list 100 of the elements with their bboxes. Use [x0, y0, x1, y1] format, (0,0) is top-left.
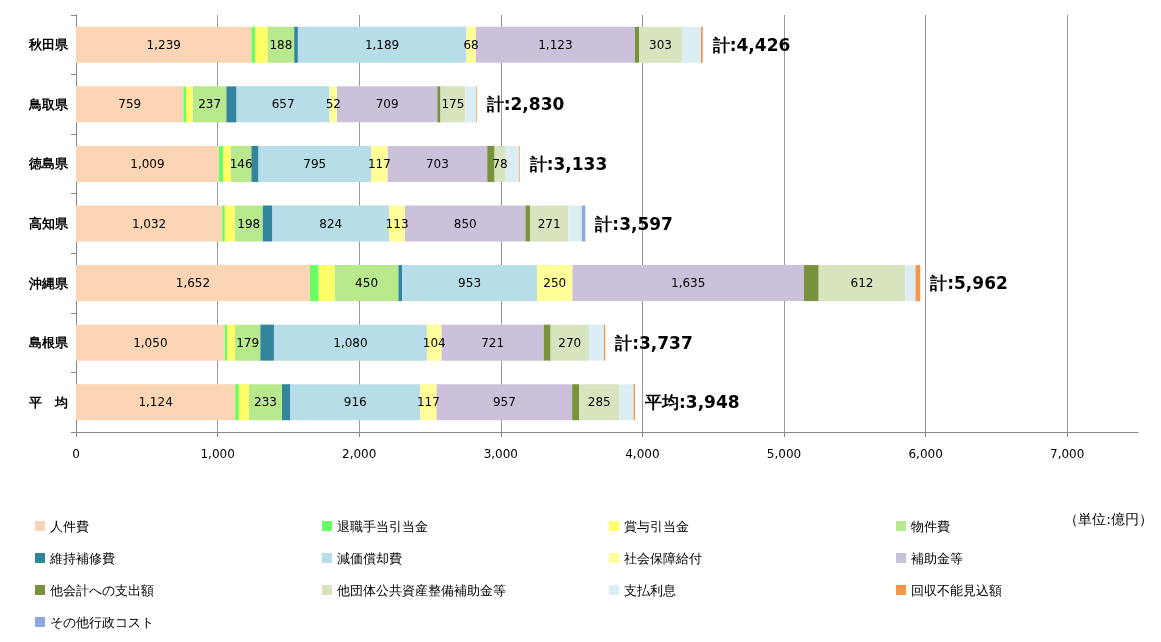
data-label: 250 [543, 276, 567, 291]
bar [334, 265, 399, 302]
x-tick-label: 1,000 [200, 447, 235, 461]
legend-label: 社会保障給付 [624, 550, 702, 566]
bar [318, 265, 335, 302]
data-label: 175 [441, 97, 465, 112]
bar [634, 26, 639, 63]
data-label: 1,032 [131, 216, 167, 231]
data-label: 1,050 [133, 335, 168, 350]
legend-label: その他行政コスト [50, 614, 154, 630]
data-label: 1,652 [175, 276, 211, 291]
bar [525, 205, 530, 242]
bar [309, 265, 319, 302]
y-tick-label: 平 均 [28, 394, 68, 410]
total-label: 計:3,597 [594, 213, 673, 234]
data-label: 1,123 [538, 37, 573, 52]
bar [568, 205, 582, 242]
bar [218, 145, 224, 182]
bar [76, 26, 252, 63]
data-label: 198 [237, 216, 261, 231]
x-tick-label: 6,000 [908, 447, 943, 461]
bar [227, 324, 236, 361]
bar [222, 205, 225, 242]
bar [619, 384, 634, 421]
bar [905, 265, 916, 302]
data-label: 721 [481, 335, 505, 350]
total-label: 計:5,962 [929, 273, 1008, 294]
bar [465, 86, 477, 123]
bar [639, 26, 682, 63]
bar [224, 205, 235, 242]
bar [76, 265, 310, 302]
y-tick-label: 秋田県 [28, 37, 69, 53]
data-label: 117 [367, 156, 391, 171]
bar [437, 86, 441, 123]
bar [255, 26, 268, 63]
y-tick-label: 高知県 [29, 216, 69, 231]
x-tick-label: 0 [72, 447, 80, 461]
bar [76, 205, 223, 242]
total-label: 計:3,737 [614, 332, 693, 353]
bar [537, 265, 573, 302]
data-label: 1,189 [364, 37, 400, 52]
bar [440, 86, 466, 123]
bar [251, 26, 256, 63]
bar [402, 265, 538, 302]
legend-label: 退職手当引当金 [337, 518, 428, 534]
bar [76, 145, 219, 182]
total-label: 計:4,426 [711, 34, 791, 55]
data-label: 1,080 [333, 335, 368, 350]
data-label: 233 [254, 395, 277, 410]
bar [487, 145, 495, 182]
bar [803, 265, 819, 302]
data-label: 850 [453, 216, 477, 231]
data-label: 146 [229, 156, 253, 171]
legend-label: 補助金等 [911, 550, 963, 566]
bar [294, 26, 298, 63]
data-label: 285 [587, 395, 611, 410]
bar [588, 324, 604, 361]
x-tick-label: 7,000 [1050, 447, 1085, 461]
y-tick-label: 徳島県 [28, 156, 69, 172]
data-label: 709 [375, 97, 399, 112]
data-label: 953 [458, 276, 482, 291]
data-label: 113 [385, 216, 409, 231]
text: （単位:億円） [1064, 511, 1153, 527]
y-tick-label: 沖縄県 [28, 275, 69, 291]
bar [251, 145, 259, 182]
data-label: 657 [271, 97, 295, 112]
legend-label: 他会計への支出額 [50, 582, 154, 598]
bar [572, 265, 804, 302]
bar [579, 384, 620, 421]
data-label: 188 [269, 37, 293, 52]
bar [550, 324, 589, 361]
bar [262, 205, 273, 242]
data-label: 179 [236, 335, 260, 350]
legend-label: 物件費 [911, 518, 950, 534]
bar [76, 86, 184, 123]
bar [238, 384, 250, 421]
bar [371, 145, 388, 182]
bar [818, 265, 906, 302]
bar [572, 384, 580, 421]
bar [186, 86, 193, 123]
y-tick-label: 島根県 [29, 335, 69, 351]
legend-label: 他団体公共資産整備補助金等 [337, 582, 506, 598]
data-label: 957 [492, 395, 516, 410]
data-label: 271 [537, 216, 561, 231]
legend-label: 維持補修費 [49, 550, 115, 566]
data-label: 117 [416, 395, 440, 410]
bar [681, 26, 702, 63]
bar [505, 145, 519, 182]
data-label: 916 [343, 395, 367, 410]
bar [76, 384, 236, 421]
data-label: 612 [850, 276, 874, 291]
data-label: 104 [422, 335, 446, 350]
total-label: 平均:3,948 [644, 392, 740, 413]
total-label: 計:3,133 [528, 153, 608, 174]
data-label: 450 [355, 276, 379, 291]
legend-label: 人件費 [50, 518, 89, 534]
bar [420, 384, 437, 421]
data-label: 795 [303, 156, 327, 171]
bar [249, 384, 283, 421]
bar [398, 265, 403, 302]
